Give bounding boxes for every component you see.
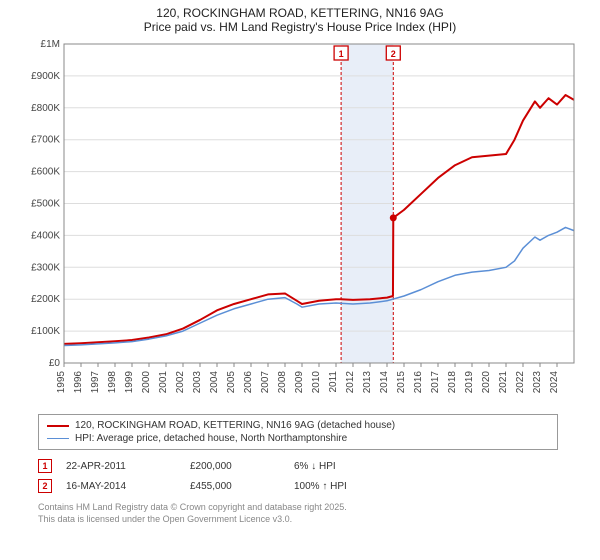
sale-row: 2 16-MAY-2014 £455,000 100% ↑ HPI <box>38 476 558 496</box>
svg-text:2009: 2009 <box>294 371 305 394</box>
svg-text:2005: 2005 <box>226 371 237 394</box>
svg-text:2024: 2024 <box>549 371 560 394</box>
svg-text:2014: 2014 <box>379 371 390 394</box>
footer-line: This data is licensed under the Open Gov… <box>38 514 590 526</box>
svg-text:2011: 2011 <box>328 371 339 393</box>
sale-marker-icon: 2 <box>38 479 52 493</box>
chart-area: £0 £100K £200K £300K £400K £500K £600K £700K £80… <box>20 38 580 408</box>
title-block: 120, ROCKINGHAM ROAD, KETTERING, NN16 9A… <box>10 6 590 34</box>
svg-text:2007: 2007 <box>260 371 271 394</box>
svg-text:2001: 2001 <box>158 371 169 394</box>
footer-line: Contains HM Land Registry data © Crown c… <box>38 502 590 514</box>
legend-swatch <box>47 425 69 427</box>
sales-table: 1 22-APR-2011 £200,000 6% ↓ HPI 2 16-MAY… <box>38 456 558 496</box>
svg-text:1998: 1998 <box>107 371 118 394</box>
title-address: 120, ROCKINGHAM ROAD, KETTERING, NN16 9A… <box>10 6 590 20</box>
svg-text:£200K: £200K <box>31 294 60 305</box>
legend-label: 120, ROCKINGHAM ROAD, KETTERING, NN16 9A… <box>75 420 395 431</box>
svg-text:2013: 2013 <box>362 371 373 394</box>
svg-text:£800K: £800K <box>31 103 60 114</box>
svg-text:2008: 2008 <box>277 371 288 394</box>
sale-price: £200,000 <box>190 461 280 472</box>
svg-text:2003: 2003 <box>192 371 203 394</box>
svg-text:2021: 2021 <box>498 371 509 394</box>
sale-change: 6% ↓ HPI <box>294 461 336 472</box>
svg-text:2010: 2010 <box>311 371 322 394</box>
sale-price: £455,000 <box>190 481 280 492</box>
legend-swatch <box>47 438 69 440</box>
sale-row: 1 22-APR-2011 £200,000 6% ↓ HPI <box>38 456 558 476</box>
sale-change: 100% ↑ HPI <box>294 481 347 492</box>
svg-text:£100K: £100K <box>31 326 60 337</box>
svg-text:£300K: £300K <box>31 262 60 273</box>
svg-text:2023: 2023 <box>532 371 543 394</box>
sale-date: 22-APR-2011 <box>66 461 176 472</box>
legend-label: HPI: Average price, detached house, Nort… <box>75 433 347 444</box>
legend-item: 120, ROCKINGHAM ROAD, KETTERING, NN16 9A… <box>47 419 549 432</box>
footer-attribution: Contains HM Land Registry data © Crown c… <box>38 502 590 525</box>
legend: 120, ROCKINGHAM ROAD, KETTERING, NN16 9A… <box>38 414 558 450</box>
svg-text:2019: 2019 <box>464 371 475 394</box>
svg-text:£900K: £900K <box>31 71 60 82</box>
svg-text:2016: 2016 <box>413 371 424 394</box>
line-chart-svg: £0 £100K £200K £300K £400K £500K £600K £700K £80… <box>20 38 580 408</box>
svg-text:1996: 1996 <box>73 371 84 394</box>
svg-text:1997: 1997 <box>90 371 101 394</box>
sale-date: 16-MAY-2014 <box>66 481 176 492</box>
legend-item: HPI: Average price, detached house, Nort… <box>47 432 549 445</box>
svg-text:2022: 2022 <box>515 371 526 394</box>
svg-text:2000: 2000 <box>141 371 152 394</box>
svg-text:2002: 2002 <box>175 371 186 394</box>
svg-text:1995: 1995 <box>56 371 67 394</box>
svg-text:1999: 1999 <box>124 371 135 394</box>
sale-marker-icon: 1 <box>38 459 52 473</box>
svg-text:1: 1 <box>339 49 344 59</box>
svg-text:2012: 2012 <box>345 371 356 394</box>
chart-container: 120, ROCKINGHAM ROAD, KETTERING, NN16 9A… <box>0 0 600 529</box>
svg-text:2: 2 <box>391 49 396 59</box>
svg-text:2018: 2018 <box>447 371 458 394</box>
svg-text:£0: £0 <box>49 358 61 369</box>
svg-text:2006: 2006 <box>243 371 254 394</box>
svg-text:2020: 2020 <box>481 371 492 394</box>
svg-text:£1M: £1M <box>41 39 60 50</box>
svg-text:2004: 2004 <box>209 371 220 394</box>
svg-text:£400K: £400K <box>31 230 60 241</box>
svg-text:£500K: £500K <box>31 199 60 210</box>
svg-text:2017: 2017 <box>430 371 441 394</box>
svg-text:£700K: £700K <box>31 135 60 146</box>
svg-text:£600K: £600K <box>31 167 60 178</box>
svg-text:2015: 2015 <box>396 371 407 394</box>
title-subtitle: Price paid vs. HM Land Registry's House … <box>10 20 590 34</box>
